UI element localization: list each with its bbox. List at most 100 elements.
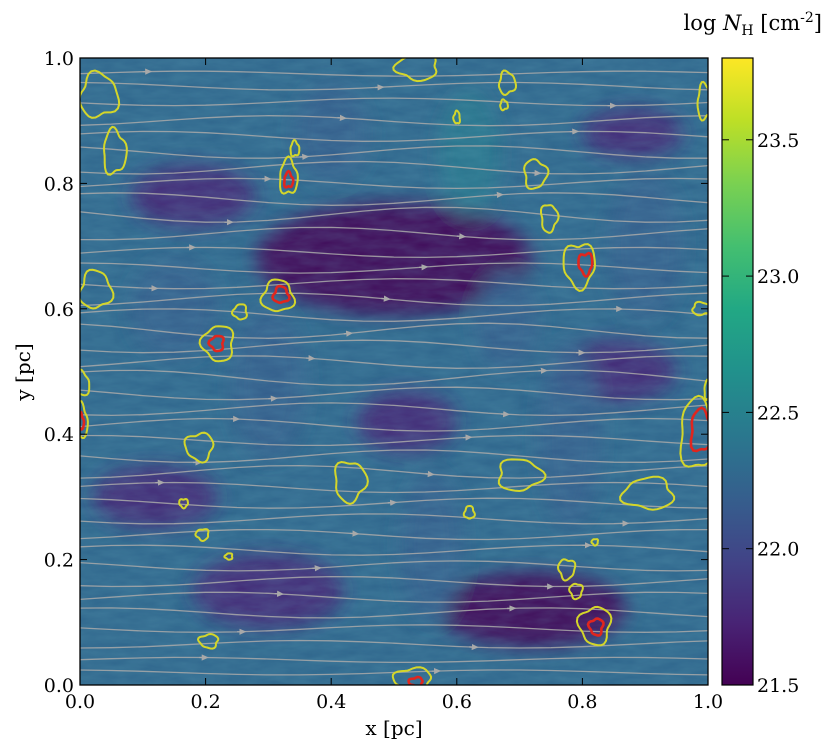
colorbar-tick-label: 23.5 <box>757 130 799 152</box>
contour-low <box>562 243 597 292</box>
contour-low <box>568 582 584 601</box>
y-tick-label: 1.0 <box>44 48 74 70</box>
streamline <box>80 591 708 603</box>
colorbar-label-subscript: H <box>741 23 753 39</box>
density-map <box>80 58 708 685</box>
colorbar-tick-label: 23.0 <box>757 266 799 288</box>
streamline <box>80 292 708 307</box>
streamline-arrow <box>343 330 354 337</box>
colorbar-label-unit: [cm <box>754 11 801 35</box>
streamline <box>80 560 708 572</box>
contour-low <box>497 69 518 97</box>
colorbar-frame <box>721 57 754 686</box>
contour-low <box>391 666 433 685</box>
x-axis: 0.0 0.2 0.4 0.6 0.8 1.0 <box>65 58 723 713</box>
streamline <box>80 386 708 401</box>
streamline-arrow <box>381 295 391 302</box>
streamline <box>80 544 708 556</box>
contour-low <box>80 399 89 440</box>
streamline <box>80 145 708 159</box>
contour-low <box>80 368 91 397</box>
streamline <box>80 115 708 127</box>
colorbar-label-close: ] <box>814 11 822 35</box>
contour-low <box>575 605 613 647</box>
contour-low <box>392 58 438 83</box>
streamline <box>80 206 708 223</box>
contour-low <box>198 325 235 363</box>
colorbar-ticks: 21.5 22.0 22.5 23.0 23.5 <box>722 130 799 697</box>
contour-low <box>178 497 190 510</box>
streamline <box>80 639 708 649</box>
y-tick-label: 0.6 <box>44 299 74 321</box>
plot-frame <box>79 57 709 686</box>
colorbar-tick-label: 22.5 <box>757 402 799 424</box>
contour-low <box>334 460 369 505</box>
streamline <box>80 97 708 107</box>
streamline <box>80 70 708 77</box>
colorbar-label-exponent: -2 <box>800 10 814 26</box>
streamline <box>80 464 708 479</box>
contour-high <box>407 675 424 685</box>
streamline-arrow <box>456 233 467 240</box>
contour-low <box>196 632 220 650</box>
contour-low <box>102 125 128 176</box>
streamline <box>80 402 708 417</box>
magnetic-field-streamlines <box>80 68 708 676</box>
colorbar-label-symbol: N <box>722 11 742 35</box>
x-tick-label: 0.2 <box>190 691 220 713</box>
x-tick-label: 0.0 <box>65 691 95 713</box>
colorbar-tick-label: 21.5 <box>757 675 799 697</box>
contour-high <box>80 410 86 431</box>
streamline <box>80 177 708 190</box>
streamline <box>80 513 708 525</box>
y-tick-label: 0.2 <box>44 550 74 572</box>
streamline <box>80 369 708 386</box>
x-tick-label: 0.4 <box>316 691 346 713</box>
contour-low <box>223 552 234 561</box>
contour-high <box>577 251 594 278</box>
x-axis-label: x [pc] <box>365 716 422 740</box>
colorbar-tick-label: 22.0 <box>757 539 799 561</box>
contour-low <box>497 458 547 493</box>
y-tick-label: 0.4 <box>44 424 74 446</box>
contour-low <box>540 204 560 234</box>
y-axis: 0.0 0.2 0.4 0.6 0.8 1.0 <box>44 48 708 697</box>
streamline <box>80 278 708 290</box>
y-tick-label: 0.8 <box>44 173 74 195</box>
contour-low <box>523 158 550 191</box>
streamline <box>80 575 708 588</box>
contour-low <box>462 505 476 520</box>
colorbar-gradient <box>722 58 753 685</box>
y-tick-label: 0.0 <box>44 675 74 697</box>
streamline <box>80 130 708 142</box>
streamline <box>80 481 708 494</box>
streamline-arrow <box>425 470 435 478</box>
streamline <box>80 262 708 274</box>
contour-low <box>194 528 210 543</box>
contour-low <box>619 475 676 511</box>
contour-low <box>452 109 461 125</box>
streamline <box>80 192 708 206</box>
streamline <box>80 656 708 664</box>
contour-low <box>696 80 708 122</box>
streamline <box>80 308 708 322</box>
contour-low <box>556 558 577 582</box>
contour-low <box>499 98 509 112</box>
colorbar: 21.5 22.0 22.5 23.0 23.5 log NH [cm-2] <box>684 10 822 697</box>
x-tick-label: 0.6 <box>442 691 472 713</box>
colorbar-label-prefix: log <box>684 11 723 35</box>
contour-high <box>207 334 225 353</box>
contour-high <box>586 617 605 637</box>
y-axis-label: y [pc] <box>11 343 35 401</box>
streamline <box>80 355 708 369</box>
contour-low <box>590 538 600 547</box>
x-tick-label: 1.0 <box>693 691 723 713</box>
contour-low <box>259 278 297 313</box>
low-level-contours <box>80 58 708 685</box>
streamline <box>80 81 708 91</box>
streamline <box>80 624 708 633</box>
streamline <box>80 449 708 463</box>
contour-low <box>703 378 708 402</box>
streamline <box>80 226 708 241</box>
contour-high <box>271 284 291 305</box>
